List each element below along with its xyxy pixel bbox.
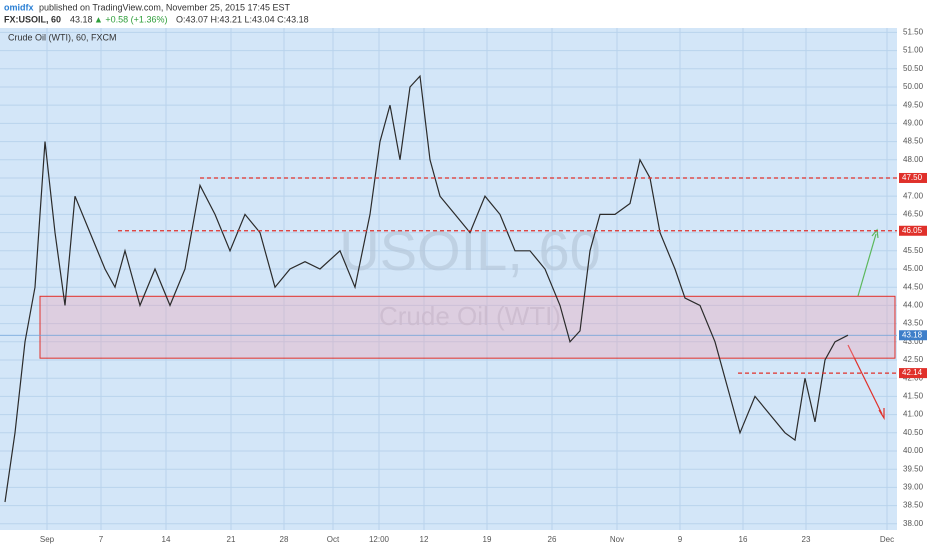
y-tick-label: 49.50 xyxy=(903,100,924,109)
y-tick-label: 45.00 xyxy=(903,264,924,273)
level-label: 42.14 xyxy=(902,368,923,377)
x-tick-label: Sep xyxy=(40,535,55,544)
x-tick-label: 23 xyxy=(802,535,811,544)
price-line xyxy=(4,74,849,503)
level-label-bg xyxy=(899,368,927,379)
level-label: 46.05 xyxy=(902,226,923,235)
publisher[interactable]: omidfx xyxy=(4,2,34,12)
plot-background xyxy=(0,28,897,530)
published: published on TradingView.com, November 2… xyxy=(39,2,290,12)
y-tick-label: 50.00 xyxy=(903,82,924,91)
y-tick-label: 43.00 xyxy=(903,337,924,346)
y-tick-label: 44.50 xyxy=(903,282,924,291)
y-tick-label: 51.00 xyxy=(903,46,924,55)
x-tick-label: 9 xyxy=(678,535,683,544)
y-tick-label: 39.00 xyxy=(903,483,924,492)
last: 43.18 xyxy=(70,14,93,24)
y-tick-label: 41.00 xyxy=(903,410,924,419)
up-arrow xyxy=(857,233,877,297)
price-axis xyxy=(897,28,932,550)
y-tick-label: 40.00 xyxy=(903,446,924,455)
last-price-label: 43.18 xyxy=(902,330,923,339)
x-tick-label: 7 xyxy=(99,535,104,544)
last-price-label-bg xyxy=(899,330,927,341)
y-tick-label: 43.50 xyxy=(903,319,924,328)
y-tick-label: 44.00 xyxy=(903,301,924,310)
ohlc: O:43.07 H:43.21 L:43.04 C:43.18 xyxy=(176,14,309,24)
down-arrow-head xyxy=(878,408,885,421)
watermark-sub: Crude Oil (WTI) xyxy=(379,301,561,331)
y-tick-label: 39.50 xyxy=(903,464,924,473)
x-tick-label: 14 xyxy=(162,535,171,544)
y-tick-label: 48.00 xyxy=(903,155,924,164)
x-tick-label: Nov xyxy=(610,535,624,544)
y-tick-label: 47.00 xyxy=(903,191,924,200)
up-arrow-head xyxy=(871,228,879,239)
level-label: 47.50 xyxy=(902,173,923,182)
y-tick-label: 51.50 xyxy=(903,27,924,36)
y-tick-label: 45.50 xyxy=(903,246,924,255)
y-tick-label: 38.50 xyxy=(903,501,924,510)
y-tick-label: 50.50 xyxy=(903,64,924,73)
y-tick-label: 49.00 xyxy=(903,118,924,127)
down-arrow xyxy=(847,344,883,415)
y-tick-label: 40.50 xyxy=(903,428,924,437)
x-tick-label: 21 xyxy=(227,535,236,544)
x-tick-label: 12 xyxy=(420,535,429,544)
y-tick-label: 46.50 xyxy=(903,209,924,218)
y-tick-label: 38.00 xyxy=(903,519,924,528)
x-tick-label: Oct xyxy=(327,535,340,544)
x-tick-label: 28 xyxy=(280,535,289,544)
change: ▲ +0.58 (+1.36%) xyxy=(94,14,167,24)
x-tick-label: 16 xyxy=(739,535,748,544)
zone xyxy=(39,295,896,359)
level-label-bg xyxy=(899,172,927,183)
time-axis xyxy=(0,530,897,550)
chart-title: Crude Oil (WTI), 60, FXCM xyxy=(8,32,117,42)
x-tick-label: 26 xyxy=(548,535,557,544)
y-tick-label: 48.50 xyxy=(903,137,924,146)
x-tick-label: Dec xyxy=(880,535,894,544)
y-tick-label: 42.50 xyxy=(903,355,924,364)
symbol: FX:USOIL, 60 xyxy=(4,14,61,24)
level-label-bg xyxy=(899,225,927,236)
x-tick-label: 19 xyxy=(483,535,492,544)
x-tick-label: 12:00 xyxy=(369,535,390,544)
watermark: USOIL, 60 xyxy=(339,219,600,282)
y-tick-label: 41.50 xyxy=(903,392,924,401)
